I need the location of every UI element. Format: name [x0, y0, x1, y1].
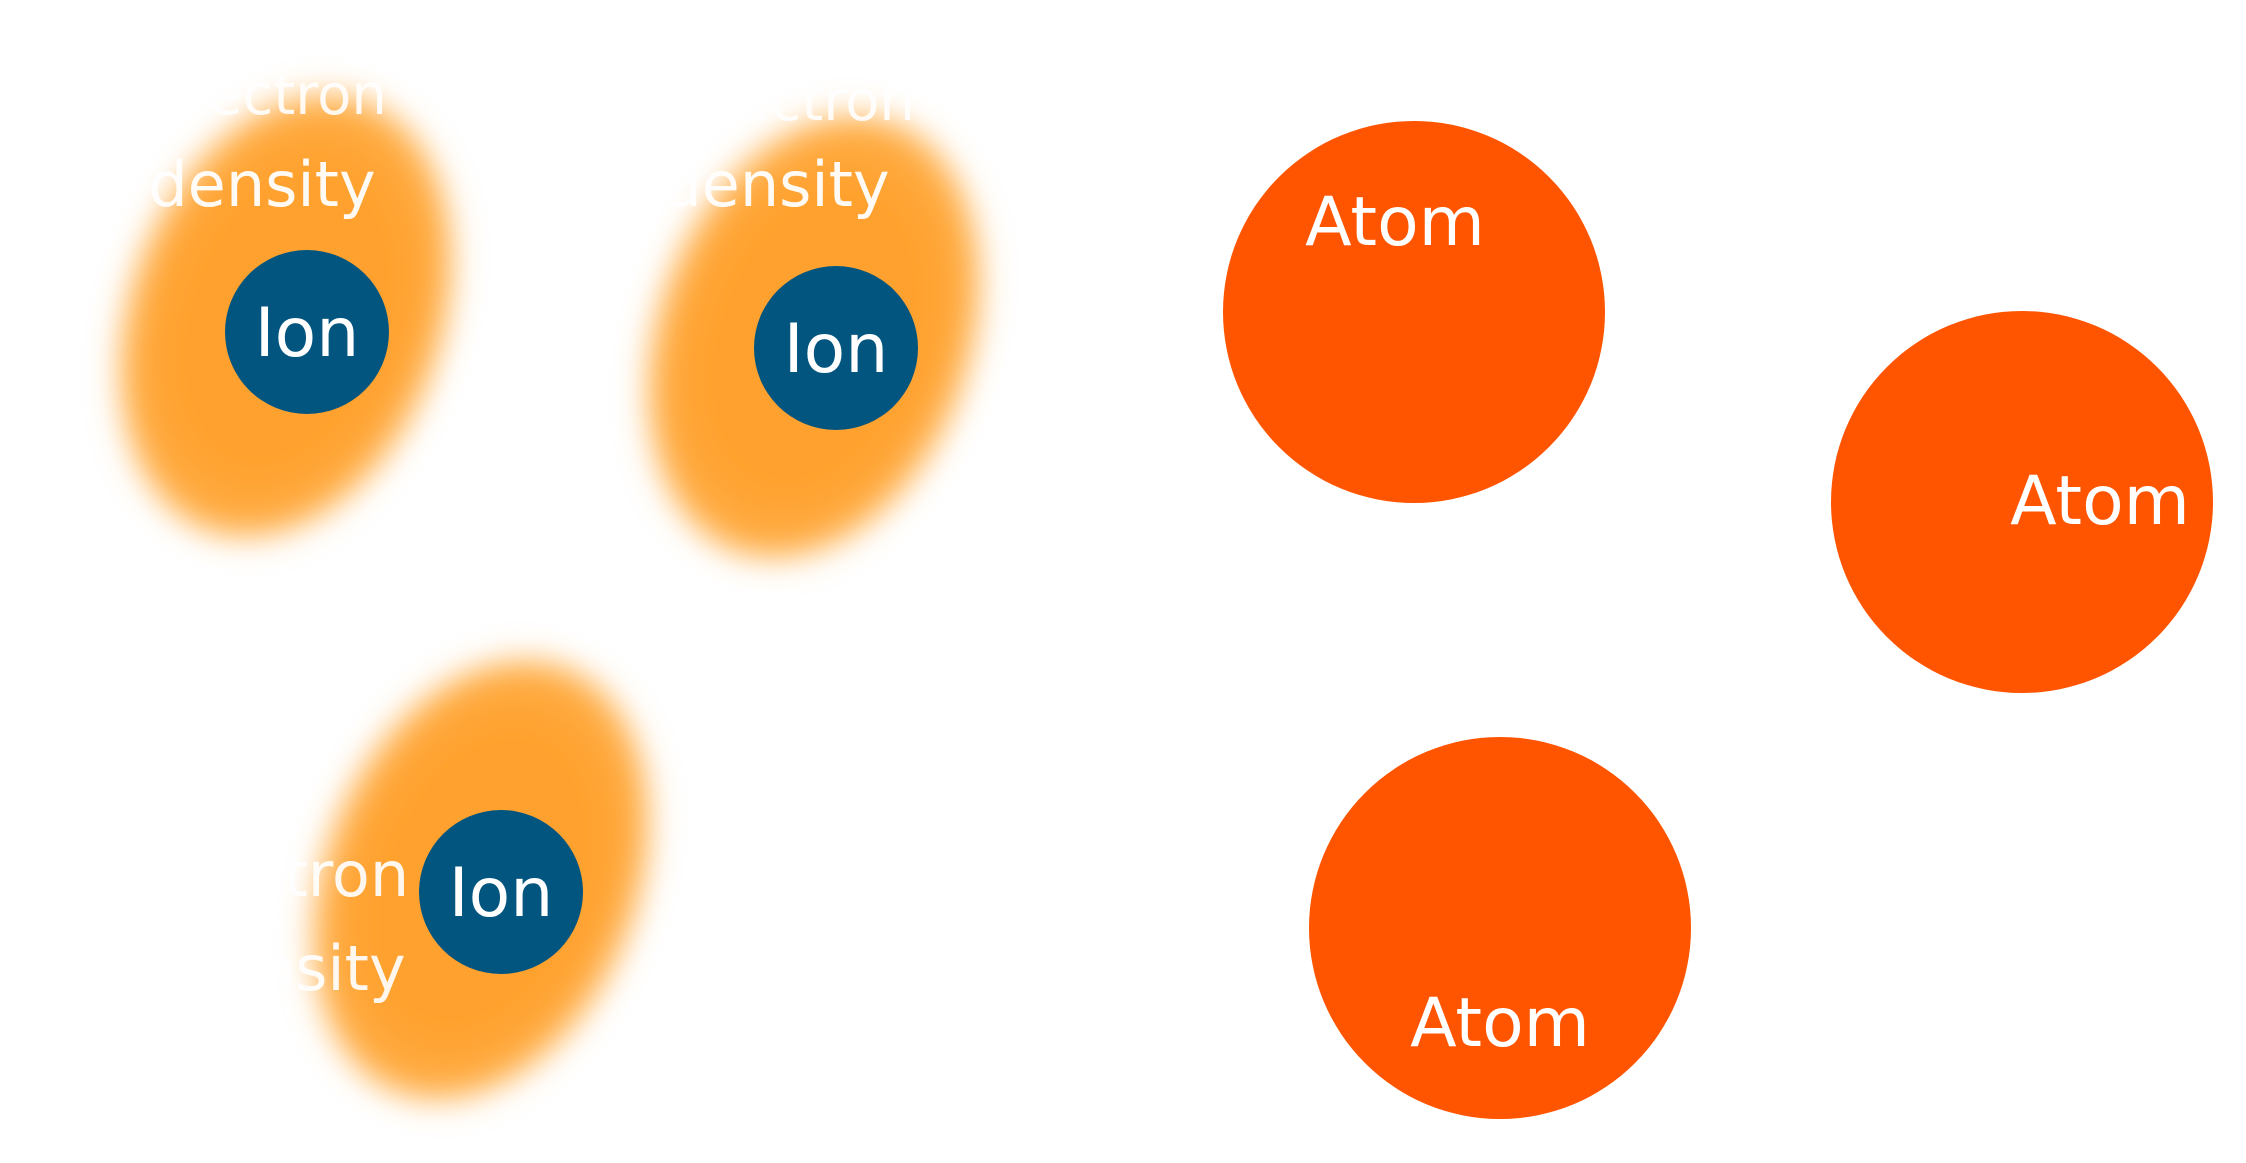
atom-label-2: Atom	[2010, 462, 2190, 541]
atom-label-1: Atom	[1305, 183, 1485, 262]
ion-group-1: Electron density Ion	[120, 63, 452, 537]
atom-3	[1309, 737, 1691, 1119]
ion-label-2: Ion	[784, 310, 889, 389]
electron-density-label-2-line-2: density	[662, 148, 889, 221]
ion-2	[754, 266, 918, 430]
atom-label-3: Atom	[1410, 984, 1590, 1063]
atom-1	[1223, 121, 1605, 503]
atom-group-3: Atom	[1309, 737, 1691, 1119]
ion-group-2: Electron density Ion	[648, 69, 980, 558]
atom-group-1: Atom	[1223, 121, 1605, 503]
electron-density-label-3-line-1: Electron	[155, 838, 409, 911]
ion-3	[419, 810, 583, 974]
electron-density-label-1-line-2: density	[148, 148, 375, 221]
ion-1	[225, 250, 389, 414]
electron-density-label-2-line-1: Electron	[685, 69, 915, 134]
ion-label-3: Ion	[449, 854, 554, 933]
ion-label-1: Ion	[255, 294, 360, 373]
atom-group-2: Atom	[1831, 311, 2213, 693]
atom-2	[1831, 311, 2213, 693]
electron-density-label-1-line-1: Electron	[157, 63, 387, 128]
electron-density-label-3-line-2: density	[178, 932, 405, 1005]
ion-group-3: Electron density Ion	[155, 660, 649, 1100]
